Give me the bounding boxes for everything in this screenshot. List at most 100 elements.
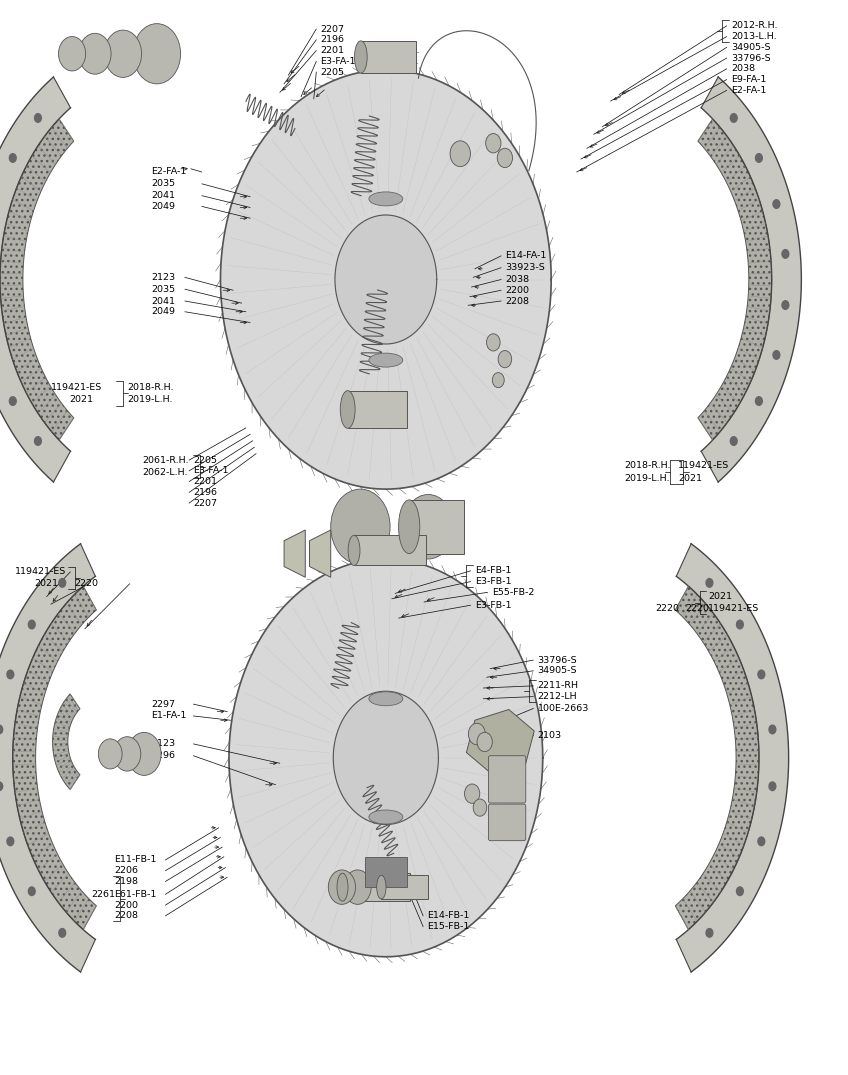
Text: E3-FA-1: E3-FA-1 <box>193 467 229 475</box>
Text: 2123: 2123 <box>151 273 175 282</box>
Text: 2035: 2035 <box>151 285 175 293</box>
Text: 2201: 2201 <box>193 477 217 486</box>
Circle shape <box>98 739 122 769</box>
Text: 2201: 2201 <box>321 46 344 55</box>
Ellipse shape <box>340 390 355 428</box>
Text: 119421-ES: 119421-ES <box>678 461 729 470</box>
Circle shape <box>35 436 42 445</box>
Circle shape <box>468 723 485 745</box>
Circle shape <box>773 200 780 209</box>
Polygon shape <box>0 544 96 972</box>
Text: 2196: 2196 <box>321 35 344 44</box>
Text: 2021: 2021 <box>70 396 93 404</box>
Polygon shape <box>382 875 428 899</box>
Polygon shape <box>466 710 534 774</box>
Text: 2013-L.H.: 2013-L.H. <box>731 32 777 41</box>
Text: 2220: 2220 <box>685 604 709 613</box>
Circle shape <box>497 148 512 168</box>
Polygon shape <box>701 77 801 482</box>
Text: 2038: 2038 <box>505 275 529 284</box>
Circle shape <box>487 333 500 350</box>
Text: E3-FA-1: E3-FA-1 <box>321 57 356 66</box>
Text: 2021: 2021 <box>678 474 702 483</box>
Text: 33796-S: 33796-S <box>538 656 577 664</box>
Circle shape <box>769 782 776 790</box>
Polygon shape <box>310 530 331 577</box>
Text: E3-FB-1: E3-FB-1 <box>475 601 511 610</box>
Text: 2220: 2220 <box>656 604 679 613</box>
Text: 2018-R.H.: 2018-R.H. <box>624 461 671 470</box>
Text: E14-FB-1: E14-FB-1 <box>427 912 470 920</box>
Circle shape <box>7 837 14 846</box>
FancyBboxPatch shape <box>488 756 526 803</box>
Text: E61-FB-1: E61-FB-1 <box>114 890 157 899</box>
Text: 34905-S: 34905-S <box>538 666 577 675</box>
Circle shape <box>127 732 161 775</box>
Circle shape <box>59 929 65 937</box>
Polygon shape <box>677 544 789 972</box>
Circle shape <box>498 350 511 368</box>
Text: 2019-L.H.: 2019-L.H. <box>624 474 670 483</box>
Circle shape <box>220 70 551 489</box>
Text: 2123: 2123 <box>151 740 175 748</box>
Text: 2207: 2207 <box>193 499 217 507</box>
Text: E2-FA-1: E2-FA-1 <box>731 86 767 95</box>
Circle shape <box>493 373 505 388</box>
Text: E4-FB-1: E4-FB-1 <box>475 567 511 575</box>
Text: E15-FB-1: E15-FB-1 <box>427 922 470 931</box>
Circle shape <box>773 350 780 359</box>
Text: 34905-S: 34905-S <box>731 43 771 52</box>
FancyBboxPatch shape <box>488 804 526 841</box>
Text: 2021: 2021 <box>708 592 732 601</box>
Circle shape <box>0 726 3 734</box>
Ellipse shape <box>337 873 348 901</box>
Text: 2019-L.H.: 2019-L.H. <box>127 396 173 404</box>
Circle shape <box>756 397 762 405</box>
Text: 2205: 2205 <box>321 68 344 76</box>
Ellipse shape <box>369 192 403 206</box>
Circle shape <box>730 436 737 445</box>
Text: 2018-R.H.: 2018-R.H. <box>127 383 174 391</box>
Circle shape <box>758 670 765 678</box>
Text: 119421-ES: 119421-ES <box>15 568 66 576</box>
Text: 2041: 2041 <box>151 191 175 200</box>
Circle shape <box>59 37 86 71</box>
Text: 2035: 2035 <box>151 180 175 188</box>
Text: 2062-L.H.: 2062-L.H. <box>373 57 419 66</box>
Text: 2207: 2207 <box>321 25 344 33</box>
Circle shape <box>104 30 142 77</box>
Text: E14-FA-1: E14-FA-1 <box>505 252 547 260</box>
Circle shape <box>333 691 438 825</box>
Text: 2062-L.H.: 2062-L.H. <box>142 469 188 477</box>
Ellipse shape <box>369 692 403 705</box>
Circle shape <box>0 782 3 790</box>
Text: E11-FB-1: E11-FB-1 <box>114 856 157 864</box>
Text: 2297: 2297 <box>151 700 175 708</box>
Text: 2208: 2208 <box>505 297 529 305</box>
Circle shape <box>477 732 493 751</box>
Polygon shape <box>698 119 772 440</box>
Text: 33923-S: 33923-S <box>505 263 545 272</box>
Circle shape <box>328 870 355 904</box>
Circle shape <box>486 133 501 153</box>
Circle shape <box>782 301 789 310</box>
Text: 2012-R.H.: 2012-R.H. <box>731 22 778 30</box>
Text: 2205: 2205 <box>193 456 217 464</box>
FancyBboxPatch shape <box>365 857 407 887</box>
Text: 2196: 2196 <box>193 488 217 497</box>
Text: 2021: 2021 <box>34 579 58 588</box>
Text: E1-FA-1: E1-FA-1 <box>151 712 187 720</box>
Text: E2-FA-1: E2-FA-1 <box>151 168 187 176</box>
Text: 2206: 2206 <box>114 866 138 875</box>
Text: 2211-RH: 2211-RH <box>538 682 578 690</box>
Circle shape <box>7 670 14 678</box>
Circle shape <box>737 620 744 629</box>
Polygon shape <box>284 530 305 577</box>
Text: 33796-S: 33796-S <box>731 54 771 62</box>
Ellipse shape <box>369 811 403 823</box>
Text: 2049: 2049 <box>151 307 175 316</box>
Polygon shape <box>0 119 74 440</box>
Circle shape <box>706 578 713 587</box>
Circle shape <box>35 114 42 123</box>
Text: 2212-LH: 2212-LH <box>538 692 577 701</box>
